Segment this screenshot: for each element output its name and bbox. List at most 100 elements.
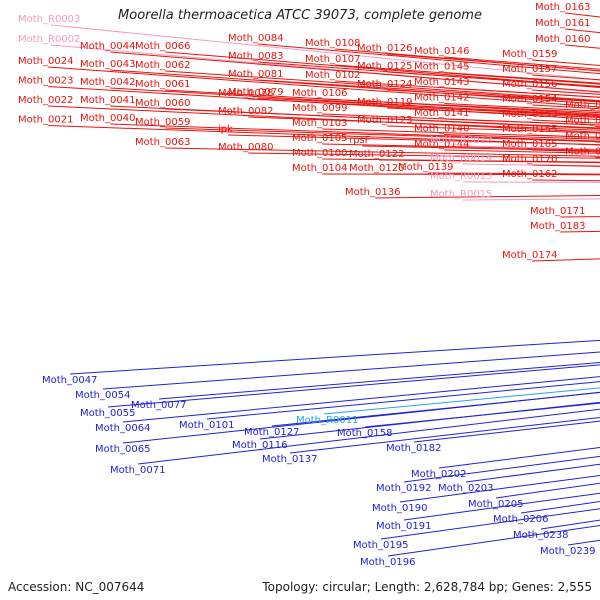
- genome-summary: Topology: circular; Length: 2,628,784 bp…: [262, 580, 592, 594]
- reverse-gene-label: Moth_R0011: [296, 415, 358, 426]
- accession-text: Accession: NC_007644: [8, 580, 145, 594]
- reverse-gene-label: Moth_0196: [360, 557, 415, 568]
- reverse-label-leader: [413, 420, 600, 443]
- forward-gene-label: Moth_0161: [535, 18, 590, 29]
- forward-gene-label: Moth_0082: [218, 106, 273, 117]
- forward-gene-label: Moth_0021: [18, 115, 73, 126]
- reverse-gene-label: Moth_0239: [540, 546, 595, 557]
- reverse-gene-label: Moth_0116: [232, 440, 287, 451]
- forward-gene-label: Moth_0173: [565, 131, 600, 142]
- reverse-label-leader: [403, 492, 600, 521]
- reverse-label-leader: [259, 401, 600, 440]
- reverse-gene-label: Moth_0206: [493, 514, 548, 525]
- forward-gene-label: Moth_0175: [565, 116, 600, 127]
- forward-gene-label: Moth_0080: [218, 142, 273, 153]
- forward-gene-label: Moth_0106: [292, 88, 347, 99]
- forward-gene-label: Moth_0022: [18, 95, 73, 106]
- forward-label-leader: [258, 97, 600, 116]
- forward-gene-label: Moth_0083: [228, 51, 283, 62]
- forward-gene-label: Moth_0162: [502, 169, 557, 180]
- forward-gene-label: Moth_0061: [135, 79, 190, 90]
- forward-label-leader: [248, 98, 600, 117]
- forward-gene-label: Moth_0102: [305, 70, 360, 81]
- reverse-label-leader: [567, 539, 600, 546]
- forward-gene-label: Moth_0024: [18, 56, 73, 67]
- forward-gene-label: Moth_0122: [349, 149, 404, 160]
- reverse-label-leader: [289, 417, 600, 454]
- forward-gene-label: Moth_0123: [357, 115, 412, 126]
- reverse-gene-label: Moth_0192: [376, 483, 431, 494]
- reverse-gene-label: Moth_0203: [438, 483, 493, 494]
- map-title: Moorella thermoacetica ATCC 39073, compl…: [118, 8, 482, 23]
- reverse-gene-label: Moth_0055: [80, 408, 135, 419]
- forward-gene-label: Moth_0066: [135, 41, 190, 52]
- forward-gene-label: Moth_R0015: [430, 189, 492, 200]
- reverse-gene-label: Moth_0205: [468, 499, 523, 510]
- forward-gene-label: Moth_0105: [292, 133, 347, 144]
- reverse-label-leader: [122, 376, 600, 423]
- forward-gene-label: Moth_0146: [414, 46, 469, 57]
- forward-gene-label: Moth_0126: [357, 43, 412, 54]
- forward-label-leader: [110, 69, 600, 105]
- reverse-gene-label: Moth_0127: [244, 427, 299, 438]
- forward-gene-label: Moth_0108: [305, 38, 360, 49]
- forward-label-leader: [48, 105, 600, 133]
- forward-label-leader: [248, 116, 600, 131]
- forward-gene-label: Moth_0120: [349, 163, 404, 174]
- reverse-gene-label: Moth_0065: [95, 444, 150, 455]
- forward-gene-label: Moth_0078: [218, 88, 273, 99]
- forward-gene-label: Moth_0174: [502, 250, 557, 261]
- forward-gene-label: ipk: [218, 124, 233, 135]
- forward-gene-label: Moth_0140: [414, 124, 469, 135]
- forward-label-leader: [258, 61, 600, 88]
- forward-gene-label: Moth_0159: [502, 49, 557, 60]
- forward-label-leader: [258, 43, 600, 75]
- forward-gene-label: Moth_0079: [228, 87, 283, 98]
- forward-gene-label: Moth_0156: [502, 79, 557, 90]
- forward-gene-label: Moth_0023: [18, 76, 73, 87]
- forward-gene-label: Moth_0145: [414, 62, 469, 73]
- forward-gene-label: Moth_0154: [502, 94, 557, 105]
- forward-gene-label: Moth_0103: [292, 118, 347, 129]
- forward-gene-label: Moth_0144: [414, 139, 469, 150]
- forward-gene-label: Moth_0165: [502, 139, 557, 150]
- gene-labels: Moth_R0003 Moth_R0002 Moth_0024 Moth_0023 Mo…: [18, 2, 600, 568]
- forward-gene-label: Moth_0155: [502, 124, 557, 135]
- forward-gene-label: Moth_0183: [530, 221, 585, 232]
- forward-gene-label: Moth_0063: [135, 137, 190, 148]
- forward-gene-label: Moth_0099: [292, 103, 347, 114]
- forward-label-leader: [48, 66, 600, 108]
- reverse-gene-label: Moth_0054: [75, 390, 130, 401]
- forward-label-leader: [248, 152, 600, 159]
- forward-gene-label: Moth_0062: [135, 60, 190, 71]
- forward-gene-label: Moth_0060: [135, 98, 190, 109]
- forward-gene-label: Moth_R0012: [430, 135, 492, 146]
- reverse-label-leader: [69, 339, 600, 375]
- forward-gene-label: Moth_0042: [80, 77, 135, 88]
- reverse-gene-label: Moth_0101: [179, 420, 234, 431]
- forward-gene-label: Moth_0176: [565, 100, 600, 111]
- forward-label-leader: [50, 44, 600, 94]
- forward-gene-label: Moth_0153: [502, 109, 557, 120]
- reverse-label-leader: [206, 381, 600, 420]
- forward-gene-label: Moth_0119: [357, 97, 412, 108]
- forward-label-leader: [165, 51, 600, 88]
- forward-label-leader: [110, 51, 600, 93]
- reverse-label-leader: [107, 364, 600, 408]
- reverse-gene-label: Moth_0064: [95, 423, 150, 434]
- forward-gene-label: Moth_0084: [228, 33, 283, 44]
- forward-gene-label: Moth_0104: [292, 163, 347, 174]
- forward-gene-label: Moth_R0003: [18, 14, 80, 25]
- forward-gene-label: Moth_0059: [135, 117, 190, 128]
- reverse-gene-label: Moth_0202: [411, 469, 466, 480]
- forward-label-leader: [110, 123, 600, 142]
- reverse-gene-label: Moth_0190: [372, 503, 427, 514]
- reverse-label-leader: [323, 387, 600, 415]
- forward-label-leader: [165, 108, 600, 129]
- reverse-label-leader: [364, 402, 600, 428]
- label-leaders: [48, 12, 600, 557]
- forward-label-leader: [165, 147, 600, 157]
- reverse-label-leader: [137, 408, 600, 465]
- reverse-gene-label: Moth_0071: [110, 465, 165, 476]
